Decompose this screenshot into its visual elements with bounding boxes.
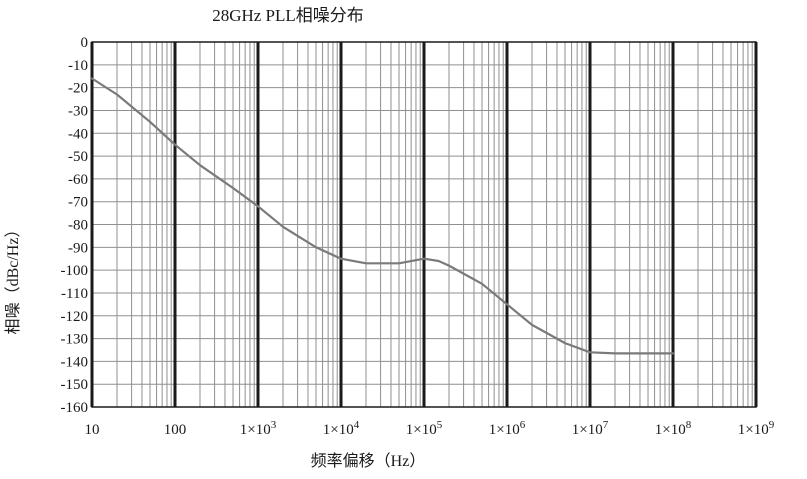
y-tick-label: -70	[68, 195, 88, 211]
x-tick-labels: 10 100 1×103 1×104 1×105 1×106 1×107 1×108 1×109	[85, 419, 775, 438]
x-tick-label: 10	[85, 422, 100, 438]
plot-frame	[91, 41, 757, 408]
x-tick-label: 1×103	[240, 419, 277, 438]
y-tick-label: -30	[68, 103, 88, 119]
y-tick-labels: 0 -10 -20 -30 -40 -50 -60 -70 -80 -90 -100 -110 -120…	[61, 35, 89, 416]
y-tick-label: -40	[68, 126, 88, 142]
series-line	[90, 77, 675, 355]
x-tick-label: 1×105	[406, 419, 443, 438]
x-tick-label: 1×106	[489, 419, 526, 438]
y-tick-label: 0	[81, 35, 89, 51]
y-tick-label: -130	[61, 332, 89, 348]
series-layer	[90, 77, 675, 355]
y-tick-label: -120	[61, 309, 89, 325]
y-tick-label: -110	[61, 286, 88, 302]
grid-layer	[90, 41, 758, 408]
y-tick-label: -140	[61, 354, 89, 370]
x-tick-label: 1×108	[655, 419, 692, 438]
y-tick-label: -90	[68, 240, 88, 256]
y-tick-label: -60	[68, 172, 88, 188]
chart-title: 28GHz PLL相噪分布	[212, 6, 364, 25]
y-tick-label: -150	[61, 377, 89, 393]
x-axis-label: 频率偏移（Hz）	[311, 452, 426, 470]
x-tick-label: 100	[164, 422, 187, 438]
y-tick-label: -100	[61, 263, 89, 279]
x-tick-label: 1×109	[738, 419, 775, 438]
y-tick-label: -160	[61, 400, 89, 416]
y-tick-label: -20	[68, 81, 88, 97]
y-tick-label: -80	[68, 218, 88, 234]
y-tick-label: -50	[68, 149, 88, 165]
y-tick-label: -10	[68, 58, 88, 74]
x-tick-label: 1×107	[572, 419, 609, 438]
y-axis-label: 相噪（dBc/Hz）	[4, 222, 22, 335]
x-tick-label: 1×104	[323, 419, 360, 438]
